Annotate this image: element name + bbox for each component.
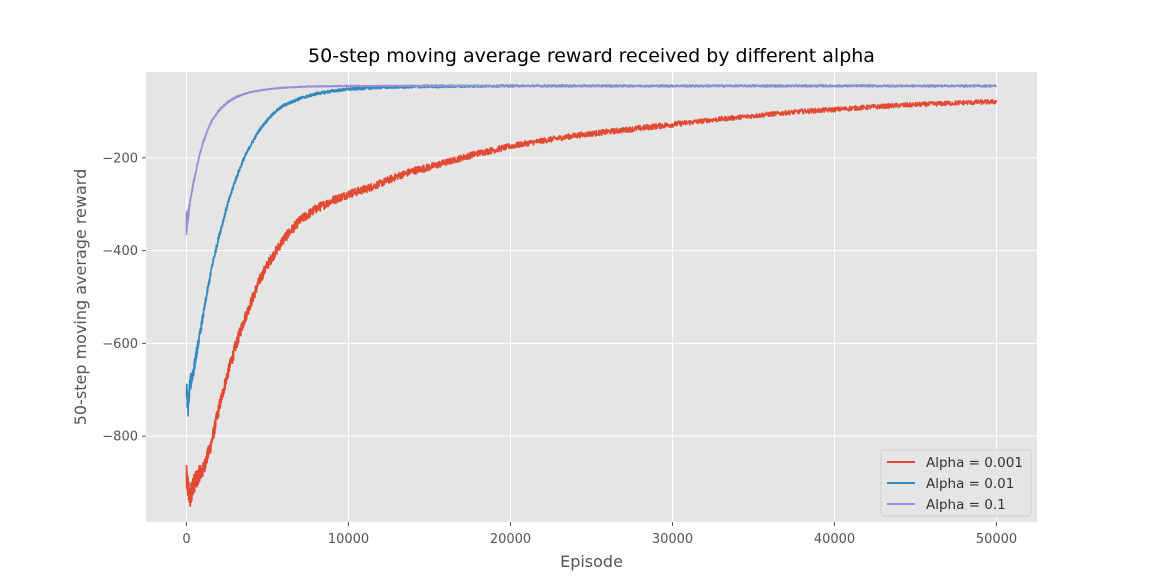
legend-entry: Alpha = 0.1: [926, 497, 1006, 513]
chart-title: 50-step moving average reward received b…: [308, 45, 875, 67]
y-axis-ticks: −800 −600 −400 −200: [102, 151, 146, 445]
x-tick-label: 0: [182, 532, 190, 547]
y-tick-label: −800: [102, 430, 138, 445]
series-line-3: [185, 84, 997, 236]
y-tick-label: −600: [102, 337, 138, 352]
x-tick-label: 10000: [328, 532, 369, 547]
legend-box: [880, 449, 1032, 517]
legend-entry: Alpha = 0.001: [926, 455, 1023, 471]
x-axis-ticks: 0 10000 20000 30000 40000 50000: [182, 522, 1017, 547]
y-tick-label: −200: [102, 151, 138, 166]
x-tick-label: 40000: [814, 532, 855, 547]
legend: Alpha = 0.001 Alpha = 0.01 Alpha = 0.1: [880, 449, 1032, 517]
y-axis-label: 50-step moving average reward: [71, 169, 90, 426]
y-tick-label: −400: [102, 244, 138, 259]
series-layer: [185, 84, 998, 507]
x-tick-label: 50000: [976, 532, 1017, 547]
series-line-1: [185, 98, 998, 507]
x-tick-label: 30000: [652, 532, 693, 547]
x-tick-label: 20000: [490, 532, 531, 547]
legend-entry: Alpha = 0.01: [926, 476, 1014, 492]
plot-area: [146, 72, 1037, 522]
x-axis-label: Episode: [560, 552, 623, 571]
